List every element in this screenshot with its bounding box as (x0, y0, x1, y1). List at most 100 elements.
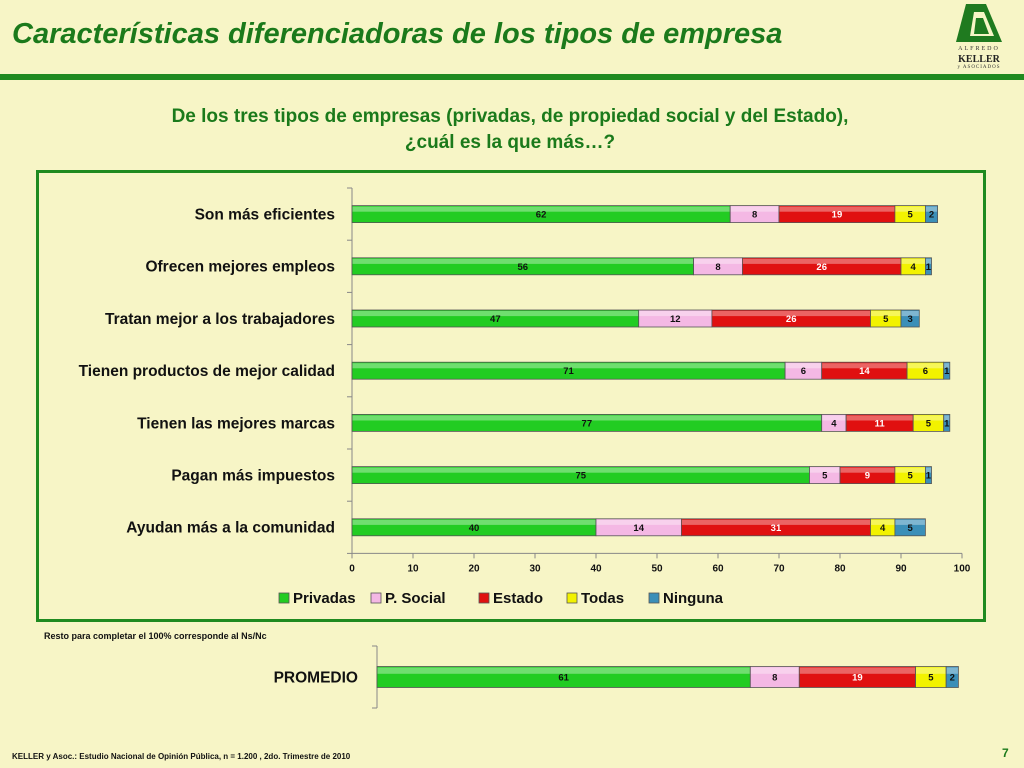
data-label-p-social-ofrecen-mejores-empleos: 8 (715, 262, 720, 273)
bar-segment-p-social-tienen-las-mejores-marcas: 4 (821, 413, 847, 432)
data-label-ninguna-tienen-productos-de-mejor-calidad: 1 (944, 366, 950, 377)
x-tick-label-20: 20 (468, 563, 480, 574)
x-tick-label-80: 80 (834, 563, 846, 574)
data-label-p-social-tratan-mejor-a-los-trabajadores: 12 (670, 314, 681, 325)
bar-segment-ninguna-pagan-mas-impuestos: 1 (925, 466, 932, 485)
bar-segment-p-social-tratan-mejor-a-los-trabajadores: 12 (638, 309, 713, 328)
category-label-pagan-mas-impuestos: Pagan más impuestos (171, 468, 335, 485)
data-label-todas-tratan-mejor-a-los-trabajadores: 5 (883, 314, 889, 325)
data-label-estado-promedio: 19 (852, 673, 863, 684)
bar-segment-ninguna-tienen-las-mejores-marcas: 1 (943, 413, 951, 432)
data-label-todas-ofrecen-mejores-empleos: 4 (911, 262, 917, 273)
bar-segment-privadas-tienen-productos-de-mejor-calidad: 71 (351, 361, 786, 380)
x-tick-label-100: 100 (954, 563, 971, 574)
legend-swatch-ninguna (648, 592, 660, 604)
data-label-estado-tienen-las-mejores-marcas: 11 (875, 418, 886, 429)
question-line-1: De los tres tipos de empresas (privadas,… (171, 106, 849, 127)
data-label-todas-tienen-las-mejores-marcas: 5 (926, 418, 932, 429)
data-label-todas-tienen-productos-de-mejor-calidad: 6 (923, 366, 928, 377)
data-label-estado-ofrecen-mejores-empleos: 26 (816, 262, 827, 273)
data-label-p-social-son-mas-eficientes: 8 (752, 210, 757, 221)
data-label-ninguna-ayudan-mas-a-la-comunidad: 5 (908, 523, 914, 534)
data-label-ninguna-promedio: 2 (950, 673, 955, 684)
bar-segment-ninguna-son-mas-eficientes: 2 (925, 205, 939, 223)
data-label-ninguna-son-mas-eficientes: 2 (929, 210, 934, 221)
category-label-promedio: PROMEDIO (274, 669, 358, 686)
bar-segment-p-social-ofrecen-mejores-empleos: 8 (693, 257, 743, 276)
data-label-privadas-promedio: 61 (558, 673, 569, 684)
bar-segment-ninguna-ofrecen-mejores-empleos: 1 (925, 257, 932, 276)
bar-segment-estado-tratan-mejor-a-los-trabajadores: 26 (711, 309, 871, 328)
x-tick-label-50: 50 (651, 563, 663, 574)
legend-item-todas: Todas (566, 590, 624, 607)
category-label-tratan-mejor-a-los-trabajadores: Tratan mejor a los trabajadores (105, 311, 335, 328)
data-label-todas-son-mas-eficientes: 5 (908, 210, 914, 221)
bar-segment-todas-tienen-las-mejores-marcas: 5 (912, 413, 945, 432)
bar-segment-privadas-promedio: 61 (376, 666, 751, 688)
x-tick-label-0: 0 (349, 563, 355, 574)
bar-segment-p-social-tienen-productos-de-mejor-calidad: 6 (784, 361, 823, 380)
data-label-estado-son-mas-eficientes: 19 (832, 210, 843, 221)
logo-mountain-icon (956, 4, 1002, 42)
category-label-ofrecen-mejores-empleos: Ofrecen mejores empleos (145, 259, 335, 276)
bar-segment-privadas-ayudan-mas-a-la-comunidad: 40 (351, 518, 597, 537)
bar-segment-todas-tienen-productos-de-mejor-calidad: 6 (906, 361, 945, 380)
category-label-ayudan-mas-a-la-comunidad: Ayudan más a la comunidad (126, 520, 335, 537)
bar-segment-todas-son-mas-eficientes: 5 (894, 205, 926, 223)
company-logo: ALFREDO KELLER y ASOCIADOS (944, 4, 1014, 72)
legend-item-estado: Estado (478, 590, 543, 607)
data-label-estado-ayudan-mas-a-la-comunidad: 31 (771, 523, 782, 534)
data-label-todas-pagan-mas-impuestos: 5 (908, 471, 914, 482)
bar-segment-todas-ofrecen-mejores-empleos: 4 (900, 257, 926, 276)
bar-segment-privadas-tratan-mejor-a-los-trabajadores: 47 (351, 309, 640, 328)
survey-question: De los tres tipos de empresas (privadas,… (60, 104, 960, 156)
legend-label-privadas: Privadas (293, 590, 356, 607)
legend-label-todas: Todas (581, 590, 624, 607)
source-footer: KELLER y Asoc.: Estudio Nacional de Opin… (12, 752, 351, 761)
data-label-p-social-ayudan-mas-a-la-comunidad: 14 (633, 523, 644, 534)
stacked-bar-chart: 0 10 20 30 40 50 60 70 80 90 100 Son más eficientes… (79, 187, 971, 607)
x-tick-label-10: 10 (407, 563, 419, 574)
x-tick-label-30: 30 (529, 563, 541, 574)
data-label-p-social-tienen-las-mejores-marcas: 4 (831, 418, 837, 429)
legend-swatch-todas (566, 592, 578, 604)
question-line-2: ¿cuál es la que más…? (404, 132, 616, 153)
bar-segment-estado-ayudan-mas-a-la-comunidad: 31 (681, 518, 871, 537)
legend-item-p-social: P. Social (370, 590, 446, 607)
legend-label-ninguna: Ninguna (663, 590, 724, 607)
data-label-privadas-pagan-mas-impuestos: 75 (575, 471, 586, 482)
data-label-p-social-promedio: 8 (772, 673, 777, 684)
data-label-estado-pagan-mas-impuestos: 9 (865, 471, 870, 482)
legend-item-privadas: Privadas (278, 590, 356, 607)
bar-segment-estado-son-mas-eficientes: 19 (778, 205, 896, 223)
bar-segment-privadas-ofrecen-mejores-empleos: 56 (351, 257, 695, 276)
legend-swatch-estado (478, 592, 490, 604)
bar-segment-estado-ofrecen-mejores-empleos: 26 (742, 257, 902, 276)
bar-segment-estado-promedio: 19 (798, 666, 916, 688)
data-label-todas-promedio: 5 (928, 673, 934, 684)
data-label-privadas-ofrecen-mejores-empleos: 56 (518, 262, 529, 273)
chart-note: Resto para completar el 100% corresponde… (44, 631, 267, 641)
slide-title: Características diferenciadoras de los t… (12, 18, 783, 50)
bar-segment-privadas-tienen-las-mejores-marcas: 77 (351, 413, 823, 432)
chart-frame: 0 10 20 30 40 50 60 70 80 90 100 Son más eficientes… (36, 170, 986, 622)
bar-segment-privadas-son-mas-eficientes: 62 (351, 205, 731, 223)
bar-segment-ninguna-promedio: 2 (945, 666, 959, 688)
x-tick-label-90: 90 (895, 563, 907, 574)
logo-text-keller: KELLER (958, 54, 1000, 65)
data-label-estado-tratan-mejor-a-los-trabajadores: 26 (786, 314, 797, 325)
category-label-tienen-productos-de-mejor-calidad: Tienen productos de mejor calidad (79, 363, 335, 380)
x-tick-label-70: 70 (773, 563, 785, 574)
data-label-privadas-tratan-mejor-a-los-trabajadores: 47 (490, 314, 501, 325)
data-label-ninguna-tienen-las-mejores-marcas: 1 (944, 418, 950, 429)
data-label-ninguna-pagan-mas-impuestos: 1 (926, 471, 932, 482)
legend-label-estado: Estado (493, 590, 543, 607)
bar-segment-estado-tienen-las-mejores-marcas: 11 (845, 413, 914, 432)
x-tick-label-60: 60 (712, 563, 724, 574)
data-label-p-social-tienen-productos-de-mejor-calidad: 6 (801, 366, 806, 377)
data-label-privadas-tienen-productos-de-mejor-calidad: 71 (563, 366, 574, 377)
data-label-todas-ayudan-mas-a-la-comunidad: 4 (880, 523, 886, 534)
bar-segment-todas-ayudan-mas-a-la-comunidad: 4 (870, 518, 896, 537)
average-bar-chart: PROMEDIO 61 8 19 5 2 (274, 645, 959, 709)
bar-segment-todas-tratan-mejor-a-los-trabajadores: 5 (870, 309, 902, 328)
